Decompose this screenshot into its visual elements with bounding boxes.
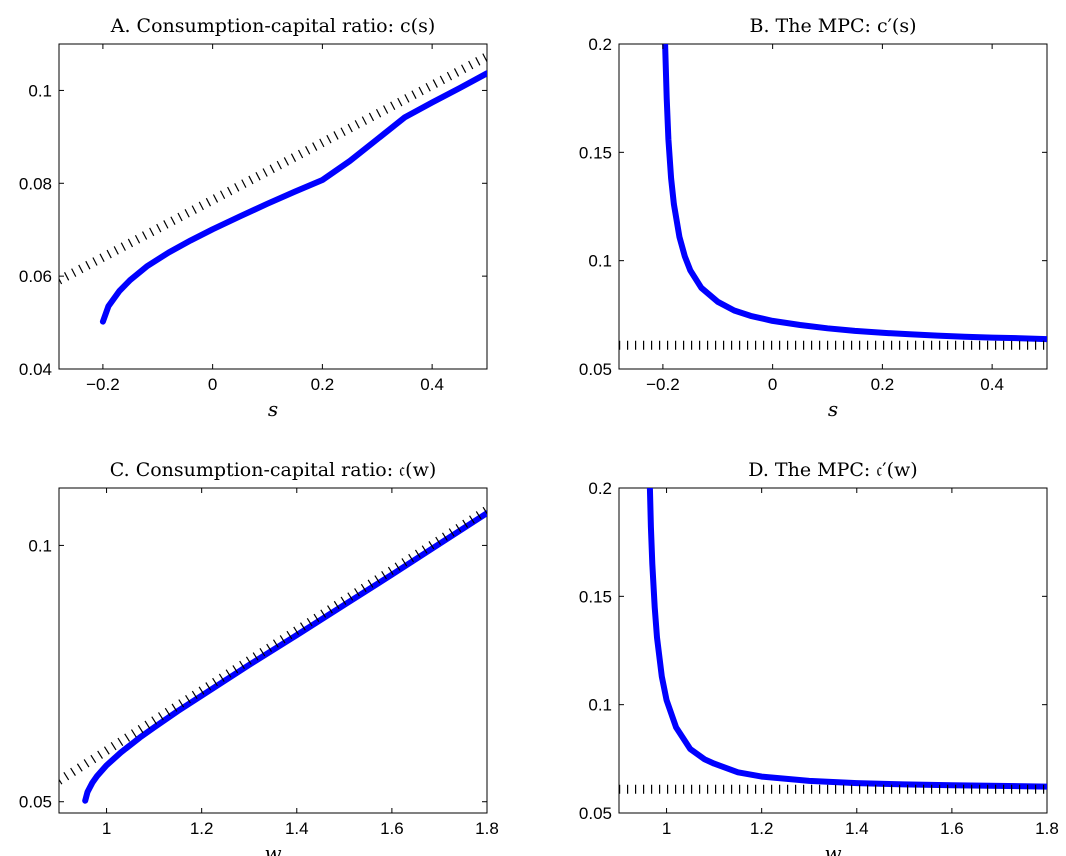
y-tick-label: 0.1 xyxy=(588,696,612,715)
y-tick-label: 0.05 xyxy=(579,804,612,823)
x-axis-label: w xyxy=(824,841,841,856)
y-tick-label: 0.15 xyxy=(579,143,612,162)
x-tick-label: 1 xyxy=(662,819,671,838)
x-tick-label: 0 xyxy=(768,375,777,394)
x-tick-label: 1.2 xyxy=(750,819,774,838)
data-line xyxy=(99,70,487,325)
x-tick-label: 1.2 xyxy=(190,819,214,838)
x-tick-label: 0.4 xyxy=(420,375,444,394)
reference-line xyxy=(59,52,487,285)
y-tick-label: 0.05 xyxy=(579,360,612,379)
x-tick-label: −0.2 xyxy=(646,375,680,394)
y-tick-label: 0.1 xyxy=(588,252,612,271)
data-line xyxy=(662,44,1047,343)
panel-title: B. The MPC: c′(s) xyxy=(750,15,917,37)
x-tick-label: 1.8 xyxy=(1035,819,1059,838)
panel-c: 1 1.2 1.4 1.6 1.8 0.05 0.1 C. Consumption-capit… xyxy=(19,459,499,856)
x-tick-label: 0.2 xyxy=(871,375,895,394)
panel-title: C. Consumption-capital ratio: 𝔠(w) xyxy=(110,459,437,481)
axes-box xyxy=(58,487,488,814)
axes-box xyxy=(58,43,488,370)
x-tick-label: 1.4 xyxy=(285,819,309,838)
reference-line xyxy=(59,506,487,785)
y-tick-label: 0.2 xyxy=(588,35,612,54)
x-tick-label: 0.4 xyxy=(980,375,1004,394)
y-tick-label: 0.05 xyxy=(19,793,52,812)
data-line xyxy=(82,510,487,804)
x-tick-label: 0 xyxy=(208,375,217,394)
x-tick-label: −0.2 xyxy=(86,375,120,394)
panel-b: −0.2 0 0.2 0.4 0.05 0.1 0.15 0.2 B. The MPC: c′(… xyxy=(579,15,1048,421)
panel-title: D. The MPC: 𝔠′(w) xyxy=(748,459,917,481)
x-axis-label: w xyxy=(264,841,281,856)
panel-d: 1 1.2 1.4 1.6 1.8 0.05 0.1 0.15 0.2 D. The MPC: 𝔠… xyxy=(579,459,1059,856)
panel-title: A. Consumption-capital ratio: c(s) xyxy=(110,15,436,37)
y-tick-label: 0.1 xyxy=(28,536,52,555)
x-tick-label: 0.2 xyxy=(311,375,335,394)
axes-box xyxy=(618,487,1048,814)
y-tick-label: 0.2 xyxy=(588,479,612,498)
data-line xyxy=(646,488,1047,790)
x-tick-label: 1 xyxy=(102,819,111,838)
x-axis-label: s xyxy=(828,397,838,421)
y-tick-label: 0.04 xyxy=(19,360,52,379)
y-tick-label: 0.15 xyxy=(579,587,612,606)
x-tick-label: 1.6 xyxy=(940,819,964,838)
panel-a: −0.2 0 0.2 0.4 0.04 0.06 0.08 0.1 A. Consumption… xyxy=(19,15,488,421)
x-tick-label: 1.8 xyxy=(475,819,499,838)
y-tick-label: 0.06 xyxy=(19,267,52,286)
x-tick-label: 1.6 xyxy=(380,819,404,838)
x-axis-label: s xyxy=(268,397,278,421)
axes-box xyxy=(618,43,1048,370)
y-tick-label: 0.1 xyxy=(28,81,52,100)
y-tick-label: 0.08 xyxy=(19,174,52,193)
x-tick-label: 1.4 xyxy=(845,819,869,838)
